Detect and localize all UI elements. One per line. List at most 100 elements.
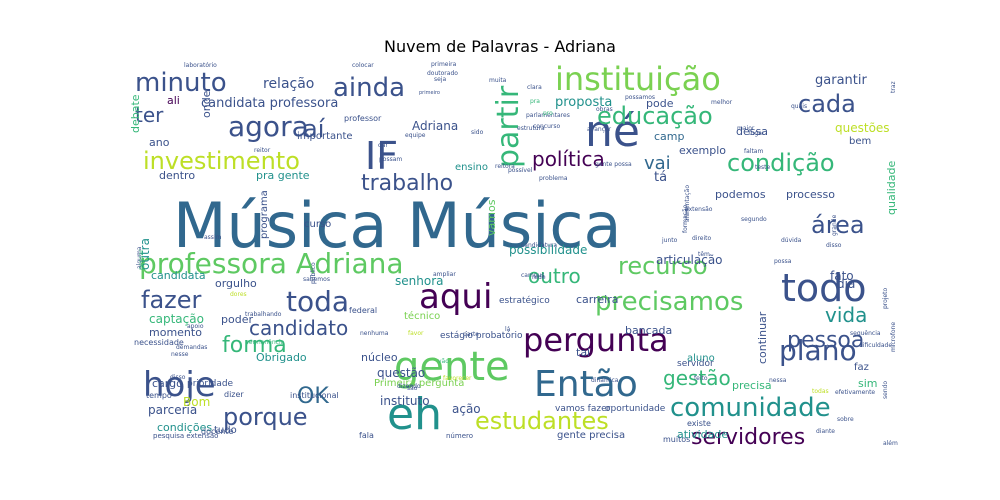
word-musica-musica: Música Música xyxy=(173,189,622,262)
word-muitos: muitos xyxy=(663,435,690,444)
word-tempo: tempo xyxy=(146,391,172,400)
word-problema: problema xyxy=(539,175,568,182)
word-dar: dar xyxy=(378,142,388,149)
word-tudo: tudo xyxy=(214,425,237,436)
word-parte: parte xyxy=(463,331,479,338)
word-if: IF xyxy=(365,134,398,178)
word-faltam: faltam xyxy=(744,148,763,155)
word-trabalhando: trabalhando xyxy=(245,311,282,318)
word-condicao: condição xyxy=(727,149,835,177)
word-primeira-pergunta: Primeira pergunta xyxy=(374,378,464,389)
word-fato: fato xyxy=(830,269,854,283)
word-favor: favor xyxy=(408,330,424,337)
word-poder: poder xyxy=(221,313,253,326)
word-muita: muita xyxy=(489,77,507,84)
word-forma: forma xyxy=(222,333,287,358)
word-quais: quais xyxy=(791,103,807,110)
word-oportunidade: oportunidade xyxy=(605,404,666,414)
word-carreira: carreira xyxy=(576,293,619,306)
word-campus: campus xyxy=(521,272,545,279)
word-instituicao: instituição xyxy=(555,60,721,98)
word-momento: momento xyxy=(149,326,202,339)
word-publico: público xyxy=(310,262,317,284)
word-ter: ter xyxy=(135,103,164,127)
word-gestao: gestão xyxy=(663,366,731,390)
word-estagio-probatorio: estágio probatório xyxy=(440,330,523,341)
word-nucleo: núcleo xyxy=(361,351,398,364)
word-junto: junto xyxy=(661,237,678,244)
word-microfone: microfone xyxy=(890,322,897,352)
word-vida: vida xyxy=(825,303,867,327)
word-articulacao: articulação xyxy=(656,253,723,267)
word-tai: tai xyxy=(576,346,590,359)
word-sao: são xyxy=(407,385,418,392)
word-bancada: bancada xyxy=(625,324,672,337)
word-podemos: podemos xyxy=(715,188,766,201)
word-debate: debate xyxy=(129,94,142,133)
word-apoio: apoio xyxy=(187,323,204,330)
word-parceria: parceria xyxy=(148,403,197,417)
word-dia: dia xyxy=(837,277,855,291)
word-primeira: primeira xyxy=(431,61,457,68)
word-sobre: sobre xyxy=(837,416,854,423)
word-laboratorio: laboratório xyxy=(184,62,217,69)
word-candidata-professora: candidata professora xyxy=(201,96,338,111)
word-obras: obras xyxy=(596,106,613,113)
word-direito: direito xyxy=(692,235,712,242)
word-relacao: relação xyxy=(263,76,314,92)
word-nenhuma: nenhuma xyxy=(360,330,389,337)
word-pode: pode xyxy=(646,97,674,110)
word-porque: porque xyxy=(223,403,308,431)
word-seja: seja xyxy=(434,76,446,83)
word-candidatura: candidatura xyxy=(521,242,557,249)
word-parlamentares: parlamentares xyxy=(526,112,570,119)
word-sim: sim xyxy=(858,377,878,390)
word-processo: processo xyxy=(786,188,835,201)
word-melhor: melhor xyxy=(711,99,733,106)
word-diante: diante xyxy=(816,428,835,435)
word-primeiro: primeiro xyxy=(419,90,440,96)
word-servidores: servidores xyxy=(691,425,805,448)
word-avancar: avançar xyxy=(587,126,612,133)
word-outra: outra xyxy=(138,238,152,270)
word-todo: todo xyxy=(781,266,867,310)
word-investimento: investimento xyxy=(143,147,300,175)
word-dentro: dentro xyxy=(159,169,195,182)
word-dizendo: dizendo xyxy=(397,383,421,390)
word-alem: além xyxy=(883,440,898,447)
word-candidata: candidata xyxy=(151,269,206,282)
word-pergunta: pergunta xyxy=(523,321,669,359)
word-possivel: possível xyxy=(508,167,533,174)
word-necessidade: necessidade xyxy=(134,338,184,347)
word-tecnico: técnico xyxy=(404,310,440,322)
word-maior: maior xyxy=(737,125,755,132)
word-exemplo: exemplo xyxy=(679,144,726,157)
word-teste: teste xyxy=(755,164,771,171)
word-gente-possa: gente possa xyxy=(595,161,632,168)
word-gente: gente xyxy=(394,344,510,390)
word-vao: vão xyxy=(438,358,449,365)
word-prioridade: prioridade xyxy=(187,379,234,389)
word-toda: toda xyxy=(286,285,349,318)
word-alimentacao: alimentação xyxy=(684,185,691,222)
word-ali: ali xyxy=(167,94,180,107)
word-nesse: nesse xyxy=(171,351,189,358)
word-acao: ação xyxy=(452,402,481,416)
word-feito: feito xyxy=(694,375,708,382)
word-efetivamente: efetivamente xyxy=(835,389,875,396)
word-cada: cada xyxy=(798,90,856,118)
word-formacao: formação xyxy=(682,204,689,233)
word-fala: fala xyxy=(359,431,374,440)
word-favorecer: favorecer xyxy=(443,375,472,382)
word-ensino: ensino xyxy=(455,162,488,173)
word-plano: plano xyxy=(779,334,857,367)
word-clara: clara xyxy=(527,84,542,91)
word-trabalho: trabalho xyxy=(361,171,453,196)
word-camp: camp xyxy=(654,130,685,143)
word-aluno: aluno xyxy=(687,353,715,364)
word-atividade: atividade xyxy=(677,428,728,441)
word-bem: bem xyxy=(849,136,871,147)
word-projeto: projeto xyxy=(882,287,889,309)
word-estrutura: estrutura xyxy=(517,125,545,132)
